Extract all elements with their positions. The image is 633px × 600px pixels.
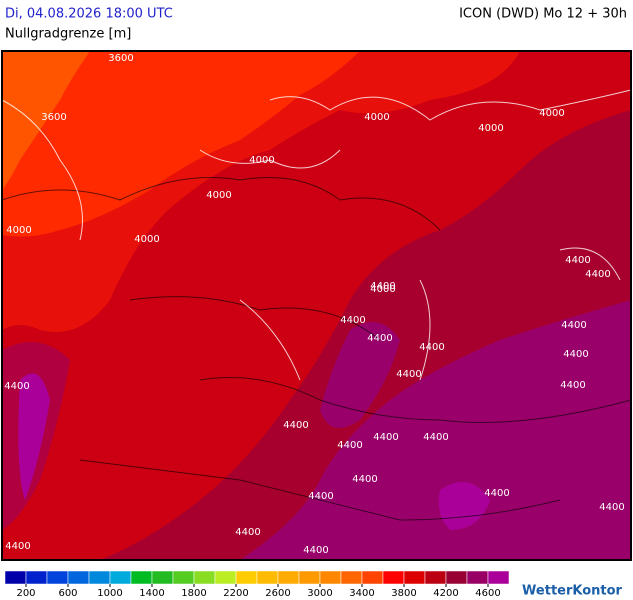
contour-label: 4400 [303, 545, 328, 556]
legend-swatch [88, 570, 111, 585]
legend-swatch [151, 570, 174, 585]
contour-label: 3600 [108, 53, 133, 64]
legend-swatch [361, 570, 384, 585]
contour-label: 4000 [370, 284, 395, 295]
contour-label: 4000 [539, 108, 564, 119]
color-legend: 200 600 1000 1400 1800 2200 2600 3000 3400 3800 42… [4, 570, 510, 599]
legend-swatch [130, 570, 153, 585]
contour-label: 4400 [4, 381, 29, 392]
legend-tick-label: 1400 [139, 588, 164, 599]
legend-swatch [235, 570, 258, 585]
contour-label: 4000 [134, 234, 159, 245]
legend-swatch [319, 570, 342, 585]
contour-label: 4400 [337, 440, 362, 451]
contour-label: 4400 [367, 333, 392, 344]
contour-label: 4400 [283, 420, 308, 431]
model-run: ICON (DWD) Mo 12 + 30h [459, 7, 627, 22]
contour-label: 4400 [373, 432, 398, 443]
map: 3600 3600 4000 4000 4000 4000 4000 4000 4000 4000… [1, 50, 632, 561]
legend-tick-label: 200 [16, 588, 35, 599]
contour-label: 4400 [565, 255, 590, 266]
contour-label: 4400 [396, 369, 421, 380]
contour-label: 4400 [5, 541, 30, 552]
contour-label: 4400 [308, 491, 333, 502]
legend-tick-label: 3800 [391, 588, 416, 599]
contour-label: 4000 [364, 112, 389, 123]
contour-label: 4000 [478, 123, 503, 134]
legend-swatch [382, 570, 405, 585]
legend-swatch [214, 570, 237, 585]
legend-tick-label: 3000 [307, 588, 332, 599]
legend-tick-label: 4200 [433, 588, 458, 599]
contour-label: 4000 [249, 155, 274, 166]
legend-swatch [4, 570, 27, 585]
legend-tick-label: 2600 [265, 588, 290, 599]
legend-swatch [256, 570, 279, 585]
legend-swatch [340, 570, 363, 585]
legend-tick-label: 3400 [349, 588, 374, 599]
contour-label: 4400 [419, 342, 444, 353]
contour-label: 4400 [484, 488, 509, 499]
contour-label: 4400 [235, 527, 260, 538]
contour-label: 4400 [370, 281, 395, 292]
contour-label: 4000 [206, 190, 231, 201]
legend-swatch [466, 570, 489, 585]
contour-label: 3600 [41, 112, 66, 123]
legend-swatch [403, 570, 426, 585]
legend-swatch [109, 570, 132, 585]
legend-swatch [46, 570, 69, 585]
legend-swatch [424, 570, 447, 585]
contour-label: 4400 [599, 502, 624, 513]
legend-swatch [172, 570, 195, 585]
parameter: Nullgradgrenze [m] [5, 27, 131, 42]
contour-label: 4400 [585, 269, 610, 280]
legend-swatch [487, 570, 510, 585]
legend-tick-label: 1800 [181, 588, 206, 599]
legend-swatch [193, 570, 216, 585]
contour-label: 4000 [6, 225, 31, 236]
legend-tick-label: 1000 [97, 588, 122, 599]
contour-label: 4400 [561, 320, 586, 331]
legend-tick-label: 2200 [223, 588, 248, 599]
legend-swatch [67, 570, 90, 585]
datetime: Di, 04.08.2026 18:00 UTC [5, 7, 173, 22]
contour-label: 4400 [352, 474, 377, 485]
legend-swatch [25, 570, 48, 585]
legend-swatch [298, 570, 321, 585]
contour-label: 4400 [340, 315, 365, 326]
contour-label: 4400 [423, 432, 448, 443]
legend-swatch [277, 570, 300, 585]
legend-tick-label: 600 [58, 588, 77, 599]
contour-label: 4400 [563, 349, 588, 360]
legend-tick-label: 4600 [475, 588, 500, 599]
brand-logo: WetterKontor [522, 584, 623, 599]
legend-swatch [445, 570, 468, 585]
contour-label: 4400 [560, 380, 585, 391]
